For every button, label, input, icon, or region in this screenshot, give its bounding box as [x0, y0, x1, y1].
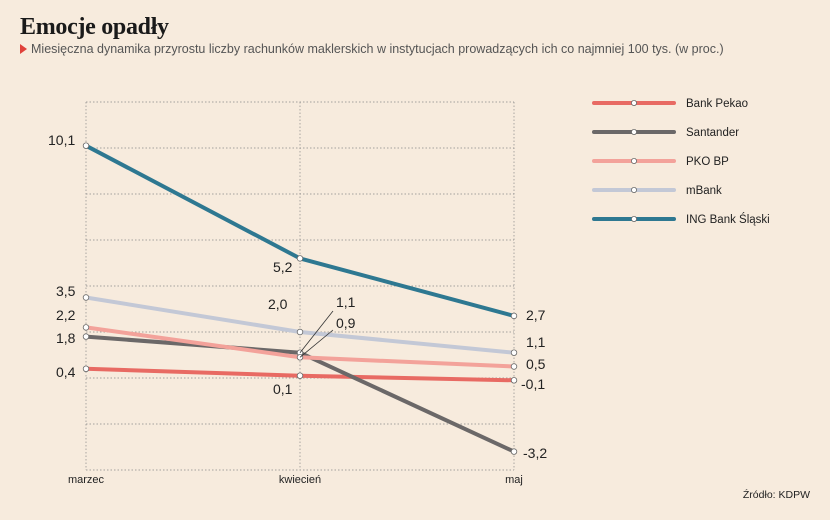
legend-marker [631, 157, 638, 164]
data-point [82, 333, 90, 340]
data-label: 10,1 [48, 132, 75, 148]
data-label: 1,8 [56, 330, 76, 346]
legend-label: ING Bank Śląski [686, 213, 770, 226]
chart-title: Emocje opadły [20, 14, 169, 40]
red-triangle-icon [20, 44, 27, 54]
subtitle-text: Miesięczna dynamika przyrostu liczby rac… [31, 42, 724, 56]
chart-subtitle: Miesięczna dynamika przyrostu liczby rac… [20, 42, 724, 56]
data-label: 0,5 [526, 356, 546, 372]
x-tick-label: kwiecień [279, 474, 321, 486]
leader-line [299, 310, 334, 353]
data-point [510, 377, 518, 384]
grid [85, 101, 515, 471]
x-tick-label: marzec [68, 474, 105, 486]
data-point [510, 448, 518, 455]
data-label: -0,1 [521, 376, 545, 392]
data-label: 3,5 [56, 283, 76, 299]
source-note: Źródło: KDPW [742, 489, 810, 501]
data-point [82, 294, 90, 301]
data-point [82, 324, 90, 331]
data-point [296, 255, 304, 262]
legend-marker [631, 186, 638, 193]
data-point [296, 372, 304, 379]
data-labels: 0,4 0,1 -0,1 1,8 1,1 -3,2 2,2 0,9 0,5 3,5 2,0 1,1 10… [48, 132, 547, 461]
data-label: 0,1 [273, 381, 293, 397]
data-label: 2,7 [526, 307, 546, 323]
legend-marker [631, 128, 638, 135]
series-line [85, 143, 515, 318]
legend-label: PKO BP [686, 156, 729, 168]
data-point [510, 363, 518, 370]
data-label: 0,4 [56, 364, 76, 380]
data-label: 1,1 [526, 334, 546, 350]
data-label: -3,2 [523, 445, 547, 461]
data-point [82, 142, 90, 149]
x-axis-ticks: marzec kwiecień maj [68, 474, 523, 486]
data-point [296, 328, 304, 336]
data-label: 1,1 [336, 294, 356, 310]
data-point [510, 349, 518, 356]
leader-line [299, 329, 334, 358]
data-label: 2,0 [268, 296, 288, 312]
legend-label: mBank [686, 185, 722, 197]
legend: Bank Pekao Santander PKO BP mBank ING Bank Ś… [592, 98, 770, 226]
legend-label: Bank Pekao [686, 98, 748, 110]
data-label: 5,2 [273, 259, 293, 275]
data-point [510, 312, 518, 320]
legend-marker [631, 100, 638, 107]
legend-marker [631, 215, 638, 222]
x-tick-label: maj [505, 474, 523, 486]
data-label: 0,9 [336, 315, 356, 331]
data-label: 2,2 [56, 307, 76, 323]
legend-label: Santander [686, 127, 739, 139]
data-point [82, 365, 90, 372]
